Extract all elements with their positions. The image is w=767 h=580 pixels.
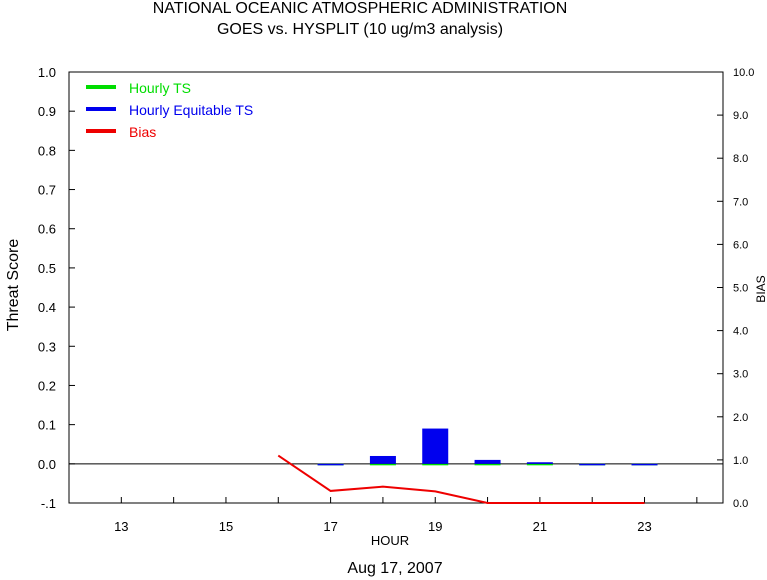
y-tick-label: 0.5 [38,261,56,276]
y-tick-label: 1.0 [38,65,56,80]
y-right-tick-label: 6.0 [733,239,748,251]
y-right-tick-label: 4.0 [733,326,748,338]
ts-bar [422,463,449,466]
x-tick-label: 15 [219,519,233,534]
y-right-tick-label: 1.0 [733,455,748,467]
bias-line [277,454,645,504]
y-tick-label: 0.7 [38,183,56,198]
x-tick-label: 13 [114,519,128,534]
ts-bar [526,463,553,466]
y-tick-label: 0.1 [38,418,56,433]
ets-bar [631,463,658,466]
y-right-tick-label: 9.0 [733,110,748,122]
chart-title: NATIONAL OCEANIC ATMOSPHERIC ADMINISTRAT… [152,0,568,17]
y-tick-label: 0.4 [38,300,56,315]
y-right-tick-label: 2.0 [733,412,748,424]
x-tick-label: 21 [533,519,547,534]
plot-frame [68,71,724,504]
ts-bar [474,463,501,466]
ets-bar [317,463,344,466]
ts-bar [369,463,396,466]
y-tick-label: 0.2 [38,378,56,393]
x-tick-label: 17 [323,519,337,534]
legend-label: Bias [129,124,156,140]
ets-bar [422,428,449,464]
y-tick-label: 0.8 [38,143,56,158]
y-right-tick-label: 10.0 [733,67,754,79]
ets-bar [579,463,606,466]
x-tick-label: 23 [637,519,651,534]
y-tick-label: 0.9 [38,104,56,119]
y-right-tick-label: 7.0 [733,196,748,208]
y-tick-label: -.1 [41,496,56,511]
y-right-tick-label: 5.0 [733,283,748,295]
chart-subtitle: GOES vs. HYSPLIT (10 ug/m3 analysis) [216,21,504,38]
ets-bar [526,462,553,464]
ets-bar [369,455,396,464]
y-right-tick-label: 0.0 [733,498,748,510]
ets-bar [474,459,501,464]
y-tick-label: 0.6 [38,222,56,237]
legend-label: Hourly TS [129,80,191,96]
x-tick-label: 19 [428,519,442,534]
y-right-tick-label: 8.0 [733,153,748,165]
x-axis-label: HOUR [370,533,410,548]
date-label: Aug 17, 2007 [347,560,443,577]
legend-label: Hourly Equitable TS [129,102,253,118]
y-tick-label: 0.0 [38,457,56,472]
y-right-tick-label: 3.0 [733,369,748,381]
y-tick-label: 0.3 [38,339,56,354]
